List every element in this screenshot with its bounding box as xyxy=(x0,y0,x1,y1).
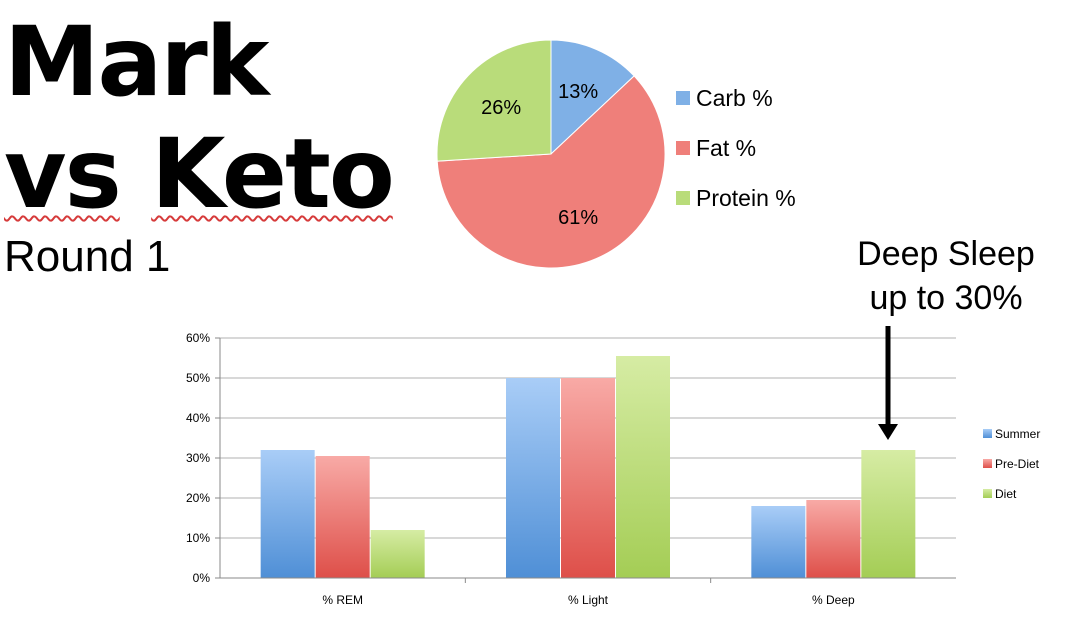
y-tick-label-2: 20% xyxy=(186,491,210,505)
title-mark-word: Mark xyxy=(4,6,269,118)
pie-legend-swatch-0 xyxy=(676,91,690,105)
sleep-bar-chart: 0% 10% 20% 30% 40% 50% 60% % REM % Light % Deep Su… xyxy=(186,331,1040,607)
title-keto-word: Keto xyxy=(151,118,395,230)
title-vs-word: vs xyxy=(4,118,122,230)
y-tick-label-3: 30% xyxy=(186,451,210,465)
bar-1-1 xyxy=(561,378,615,578)
title-line-2: vs Keto xyxy=(4,126,395,222)
bar-2-0 xyxy=(751,506,806,578)
y-tick-label-1: 10% xyxy=(186,531,210,545)
pie-legend-swatch-1 xyxy=(676,141,690,155)
pie-slice-label-0: 13% xyxy=(558,81,598,103)
x-category-label-1: % Light xyxy=(568,593,609,607)
bar-legend-label-2: Diet xyxy=(995,487,1017,501)
pie-legend-swatch-2 xyxy=(676,191,690,205)
pie-legend-label-1: Fat % xyxy=(696,135,756,161)
bar-2-2 xyxy=(861,450,916,578)
pie-legend-label-2: Protein % xyxy=(696,185,796,211)
y-tick-label-5: 50% xyxy=(186,371,210,385)
x-category-label-2: % Deep xyxy=(812,593,855,607)
x-category-label-0: % REM xyxy=(322,593,363,607)
y-tick-label-6: 60% xyxy=(186,331,210,345)
bar-legend-swatch-2 xyxy=(983,489,992,498)
annotation-line-2: up to 30% xyxy=(869,279,1023,318)
pie-slice-label-2: 26% xyxy=(481,97,521,119)
pie-legend-label-0: Carb % xyxy=(696,85,773,111)
y-tick-label-4: 40% xyxy=(186,411,210,425)
macro-pie-chart: 13% 61% 26% Carb % Fat % Protein % xyxy=(436,39,796,269)
bar-2-1 xyxy=(806,500,861,578)
bar-legend-label-1: Pre-Diet xyxy=(995,457,1040,471)
pie-slice-label-1: 61% xyxy=(558,207,598,229)
pie-slice-1 xyxy=(436,75,666,269)
y-tick-label-0: 0% xyxy=(193,571,211,585)
annotation-line-1: Deep Sleep xyxy=(857,235,1035,273)
pie-slice-2 xyxy=(436,39,552,162)
bar-1-0 xyxy=(506,378,560,578)
bar-legend-label-0: Summer xyxy=(995,427,1040,441)
bar-legend-swatch-0 xyxy=(983,429,992,438)
bar-0-0 xyxy=(260,450,315,578)
deep-sleep-annotation: Deep Sleep up to 30% xyxy=(846,232,1046,320)
title-line-1: Mark xyxy=(4,14,269,110)
bar-1-2 xyxy=(616,356,670,578)
subtitle: Round 1 xyxy=(4,232,171,281)
bar-legend-swatch-1 xyxy=(983,459,992,468)
pie-slice-0 xyxy=(550,39,635,156)
annotation-arrow-head xyxy=(878,424,898,440)
bar-0-1 xyxy=(315,456,370,578)
bar-0-2 xyxy=(370,530,425,578)
